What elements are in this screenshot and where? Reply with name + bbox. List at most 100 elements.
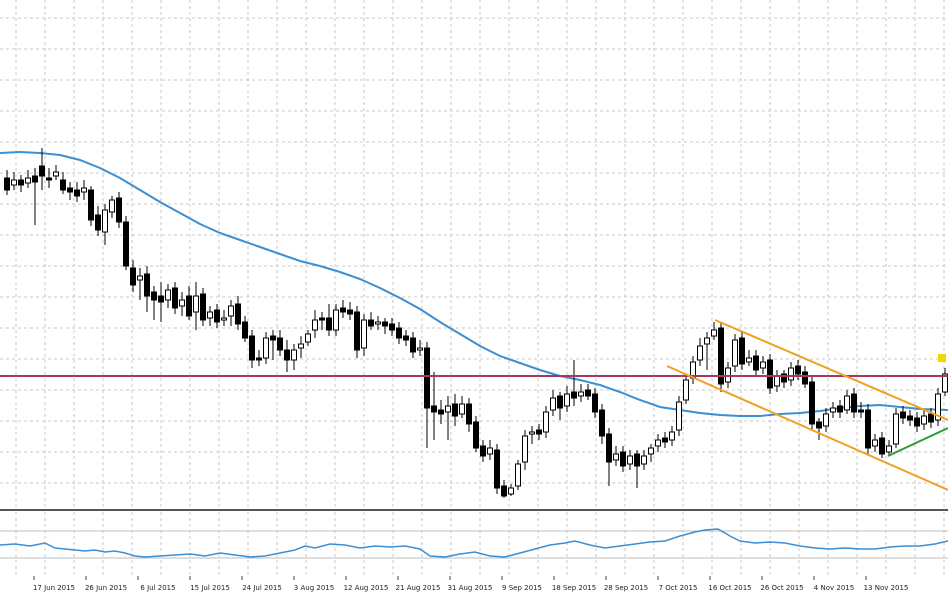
candle: [480, 440, 486, 462]
candle: [753, 350, 759, 376]
candle-body-bullish: [830, 407, 836, 413]
candle: [179, 292, 185, 316]
candle: [263, 332, 269, 364]
candle: [494, 444, 500, 494]
candle-body-bearish: [32, 175, 38, 183]
candle-body-bearish: [837, 405, 843, 413]
candle-body-bearish: [284, 349, 290, 361]
candle: [102, 204, 108, 245]
candle: [473, 416, 479, 452]
candle-body-bearish: [88, 189, 94, 221]
candle-body-bearish: [851, 393, 857, 413]
candle: [438, 400, 444, 424]
x-tick-label: 31 Aug 2015: [448, 584, 493, 592]
candle-body-bearish: [67, 187, 73, 193]
candle-body-bearish: [116, 197, 122, 223]
candle-body-bullish: [872, 439, 878, 447]
candle: [319, 312, 325, 330]
candle: [46, 168, 52, 188]
candle: [445, 396, 451, 440]
candle: [921, 410, 927, 430]
candle: [88, 186, 94, 226]
candle: [641, 450, 647, 470]
candle: [81, 180, 87, 200]
support-trend-line[interactable]: [887, 427, 948, 457]
candle: [907, 410, 913, 426]
candle: [375, 316, 381, 330]
candle: [634, 450, 640, 488]
candle-body-bearish: [431, 405, 437, 413]
oscillator-path: [0, 528, 948, 558]
candle-body-bullish: [109, 199, 115, 213]
candle: [676, 396, 682, 436]
candle-body-bearish: [781, 373, 787, 383]
channel-lower-line[interactable]: [666, 365, 948, 491]
candle-body-bearish: [620, 451, 626, 467]
candle-body-bearish: [403, 335, 409, 341]
x-tick-label: 21 Aug 2015: [396, 584, 441, 592]
candle-body-bearish: [389, 323, 395, 331]
candle: [256, 350, 262, 366]
candle-body-bearish: [396, 327, 402, 339]
candle: [410, 332, 416, 358]
candle: [648, 444, 654, 462]
candle-body-bullish: [921, 415, 927, 425]
candle: [270, 330, 276, 360]
channel-upper-line[interactable]: [714, 319, 948, 421]
candle: [116, 192, 122, 228]
candle-body-bearish: [900, 411, 906, 419]
candle-body-bullish: [417, 347, 423, 351]
candle-body-bullish: [697, 345, 703, 361]
trendline-overlays[interactable]: [0, 319, 948, 491]
candle: [669, 426, 675, 446]
candle-body-bullish: [445, 405, 451, 413]
candle: [732, 334, 738, 372]
candle-body-bearish: [326, 317, 332, 331]
candle-body-bearish: [753, 355, 759, 371]
candle: [403, 330, 409, 346]
main-panel[interactable]: [0, 0, 948, 508]
oscillator-panel[interactable]: [0, 512, 948, 575]
candle-body-bullish: [543, 411, 549, 433]
candle-body-bullish: [298, 343, 304, 349]
candle: [137, 268, 143, 300]
candle-body-bullish: [746, 357, 752, 363]
candle: [711, 322, 717, 340]
candle-body-bullish: [102, 209, 108, 233]
candle-body-bearish: [928, 413, 934, 423]
candle-body-bearish: [158, 295, 164, 303]
candle: [305, 330, 311, 346]
candle-body-bullish: [515, 463, 521, 487]
candle: [347, 302, 353, 320]
candle-body-bullish: [550, 397, 556, 411]
candle-body-bearish: [907, 415, 913, 421]
price-marker[interactable]: [938, 354, 946, 362]
candle-body-bullish: [648, 447, 654, 455]
candle: [613, 446, 619, 466]
candle-body-bullish: [361, 319, 367, 349]
candle: [536, 424, 542, 440]
candle-body-bullish: [844, 395, 850, 411]
candle-body-bullish: [732, 339, 738, 367]
candle-body-bearish: [123, 221, 129, 267]
candle: [25, 170, 31, 188]
candle-body-bearish: [235, 303, 241, 325]
candle: [4, 170, 10, 195]
candle: [144, 266, 150, 312]
candle: [788, 362, 794, 386]
candle-body-bearish: [60, 179, 66, 191]
candle: [123, 216, 129, 270]
candle: [95, 206, 101, 236]
candle-body-bearish: [662, 437, 668, 443]
x-tick-label: 17 Jun 2015: [33, 584, 75, 592]
candle-body-bearish: [95, 214, 101, 231]
candle: [767, 354, 773, 394]
candle: [284, 340, 290, 372]
candle: [543, 406, 549, 438]
candle: [718, 322, 724, 392]
candle-body-bullish: [25, 177, 31, 184]
candle: [424, 342, 430, 448]
candle: [18, 175, 24, 192]
moving-average-line: [0, 150, 948, 417]
